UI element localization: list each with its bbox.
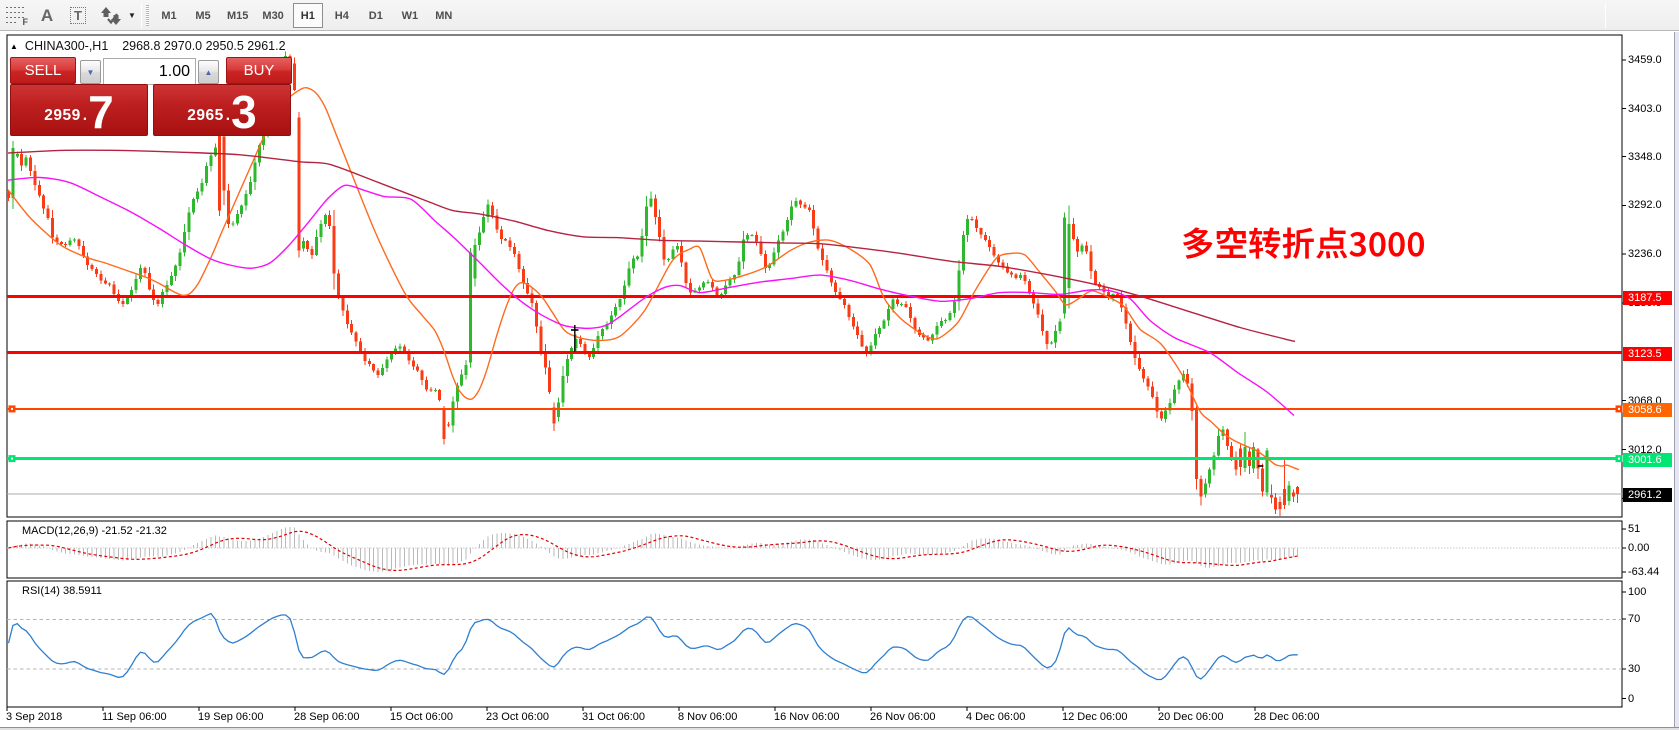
macd-indicator-label: MACD(12,26,9) -21.52 -21.32: [22, 525, 167, 537]
toolbar-separator: [141, 3, 142, 28]
price-tick-label: 3012.0: [1628, 443, 1662, 456]
spinner-down-icon: ▼: [86, 67, 95, 77]
macd-axis-label: 51: [1628, 522, 1641, 535]
time-tick-label: 15 Oct 06:00: [390, 711, 453, 723]
price-tick-label: 3459.0: [1628, 53, 1662, 66]
volume-control: ▼ 1.00 ▲: [76, 57, 226, 87]
time-tick-label: 23 Oct 06:00: [486, 711, 549, 723]
price-tick-label: 3236.0: [1628, 248, 1662, 261]
one-click-trading-panel: SELL ▼ 1.00 ▲ BUY 2959. 7 2965. 3: [10, 57, 292, 136]
sell-price-display[interactable]: 2959. 7: [10, 84, 148, 136]
time-tick-label: 26 Nov 06:00: [870, 711, 936, 723]
price-level-chip[interactable]: 3001.6: [1623, 453, 1672, 468]
text-label-tool-button[interactable]: A: [36, 4, 58, 27]
buy-price-display[interactable]: 2965. 3: [153, 84, 291, 136]
sell-button[interactable]: SELL: [10, 57, 76, 84]
timeframe-button-m5[interactable]: M5: [195, 9, 211, 22]
macd-pane: [7, 526, 1622, 572]
fibonacci-tool-button[interactable]: F: [4, 4, 30, 27]
chart-symbol-title: ▲ CHINA300-,H1 2968.8 2970.0 2950.5 2961.…: [10, 39, 286, 53]
toolbar: F A T ▼ M1 M5 M15 M30 H1 H4 D1 W1 MN: [0, 0, 1679, 31]
sell-price-frac: 7: [88, 85, 114, 138]
rsi-axis-label: 30: [1628, 663, 1641, 675]
text-tool-button[interactable]: T: [66, 4, 90, 27]
timeframe-button-w1[interactable]: W1: [401, 9, 419, 22]
time-tick-label: 19 Sep 06:00: [198, 711, 264, 723]
ma-fast: [7, 86, 1300, 471]
main-pane: [7, 51, 1623, 516]
buy-button[interactable]: BUY: [226, 57, 292, 84]
timeframe-group: M1 M5 M15 M30 H1 H4 D1 W1 MN: [152, 2, 461, 29]
timeframe-button-h4[interactable]: H4: [334, 9, 349, 22]
symbol-period-label: CHINA300-,H1: [24, 39, 109, 53]
text-label-icon: A: [40, 5, 54, 25]
price-tick-label: 3348.0: [1628, 150, 1662, 163]
time-tick-label: 12 Dec 06:00: [1062, 711, 1128, 723]
ohlc-values: 2968.8 2970.0 2950.5 2961.2: [108, 39, 286, 53]
toolbar-grip[interactable]: [146, 5, 149, 26]
rsi-indicator-label: RSI(14) 38.5911: [22, 585, 102, 597]
timeframe-button-m15[interactable]: M15: [227, 9, 249, 22]
arrows-dropdown-caret[interactable]: ▼: [128, 11, 136, 20]
volume-increase-button[interactable]: ▲: [198, 60, 219, 84]
current-price-chip: 2961.2: [1623, 488, 1672, 503]
window-edge-bottom: [0, 727, 1679, 730]
rsi-pane: [7, 612, 1622, 681]
time-tick-label: 20 Dec 06:00: [1158, 711, 1224, 723]
ma-slow: [7, 149, 1296, 343]
macd-axis-label: 0.00: [1628, 542, 1650, 554]
volume-decrease-button[interactable]: ▼: [80, 60, 101, 84]
time-tick-label: 3 Sep 2018: [6, 711, 63, 723]
price-tick-label: 3292.0: [1628, 199, 1662, 212]
time-tick-label: 31 Oct 06:00: [582, 711, 645, 723]
volume-input[interactable]: 1.00: [103, 58, 196, 85]
price-level-chip[interactable]: 3123.5: [1623, 346, 1672, 361]
arrows-tool-button[interactable]: [98, 4, 124, 27]
spinner-up-icon: ▲: [204, 67, 213, 77]
macd-axis-label: -63.44: [1628, 565, 1660, 578]
rsi-axis-label: 100: [1628, 585, 1647, 598]
ma-mid: [7, 176, 1295, 417]
rsi-axis-label: 70: [1628, 613, 1641, 626]
time-tick-label: 28 Dec 06:00: [1254, 711, 1320, 723]
arrows-icon: [101, 6, 121, 25]
timeframe-button-m1[interactable]: M1: [161, 9, 177, 22]
buy-price-frac: 3: [231, 85, 257, 138]
toolbar-separator-right: [1605, 3, 1606, 28]
time-tick-label: 28 Sep 06:00: [294, 711, 360, 723]
window-edge-right: [1674, 32, 1679, 730]
timeframe-button-mn[interactable]: MN: [435, 9, 453, 22]
buy-price-main: 2965: [187, 107, 224, 124]
time-tick-label: 4 Dec 06:00: [966, 711, 1026, 723]
text-box-icon: T: [70, 7, 86, 24]
collapse-triangle-icon[interactable]: ▲: [10, 41, 18, 51]
sell-price-main: 2959: [44, 107, 81, 124]
buy-button-label: BUY: [243, 62, 275, 79]
timeframe-button-m30[interactable]: M30: [262, 9, 284, 22]
rsi-axis-label: 0: [1628, 692, 1635, 705]
sell-button-label: SELL: [24, 62, 62, 79]
time-tick-label: 11 Sep 06:00: [102, 711, 167, 723]
timeframe-button-h1[interactable]: H1: [292, 3, 323, 28]
price-level-chip[interactable]: 3058.6: [1623, 403, 1672, 418]
chart-annotation-text: [1182, 227, 1424, 259]
time-tick-label: 16 Nov 06:00: [774, 711, 840, 723]
fibonacci-icon: F: [6, 6, 28, 27]
price-level-chip[interactable]: 3187.5: [1623, 291, 1672, 305]
time-tick-label: 8 Nov 06:00: [678, 711, 738, 723]
price-tick-label: 3403.0: [1628, 102, 1662, 115]
timeframe-button-d1[interactable]: D1: [368, 9, 383, 22]
